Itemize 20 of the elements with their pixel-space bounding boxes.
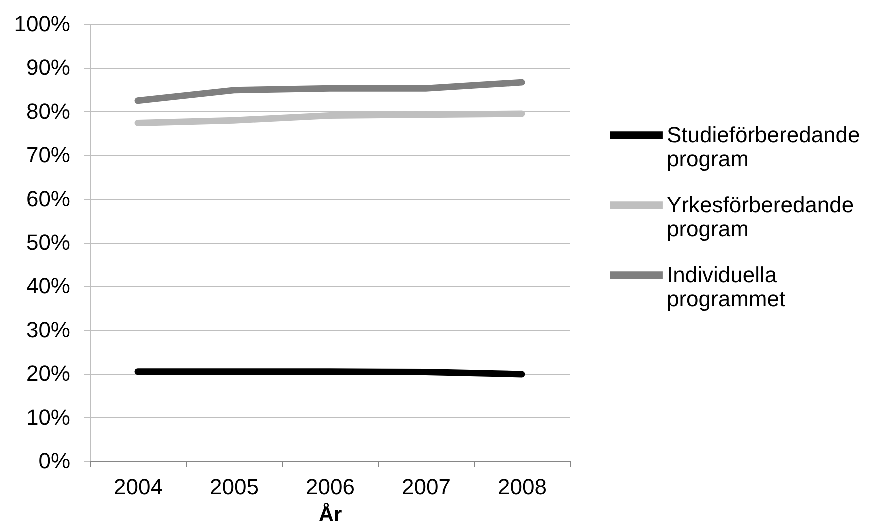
y-tick-label: 70% bbox=[26, 142, 70, 168]
y-tick-label: 20% bbox=[26, 361, 70, 386]
y-tick-label: 0% bbox=[38, 448, 70, 474]
y-tick-label: 80% bbox=[26, 98, 70, 124]
y-tick-label: 30% bbox=[26, 317, 70, 342]
legend-label: Individuella programmet bbox=[667, 262, 786, 312]
x-tick-label: 2005 bbox=[210, 474, 259, 500]
y-tick-label: 10% bbox=[26, 404, 70, 430]
x-tick-label: 2008 bbox=[498, 474, 547, 500]
y-tick-label: 50% bbox=[26, 230, 70, 255]
x-axis-title: År bbox=[318, 502, 342, 526]
y-tick-label: 90% bbox=[26, 55, 70, 80]
legend-label: Studieförberedande program bbox=[667, 122, 860, 172]
x-tick-label: 2006 bbox=[306, 474, 355, 500]
y-tick-label: 40% bbox=[26, 274, 70, 299]
y-tick-label: 60% bbox=[26, 186, 70, 212]
y-tick-label: 100% bbox=[14, 12, 70, 36]
legend-label: Yrkesförberedande program bbox=[667, 192, 854, 242]
x-tick-label: 2007 bbox=[402, 474, 451, 500]
x-tick-label: 2004 bbox=[114, 474, 163, 500]
